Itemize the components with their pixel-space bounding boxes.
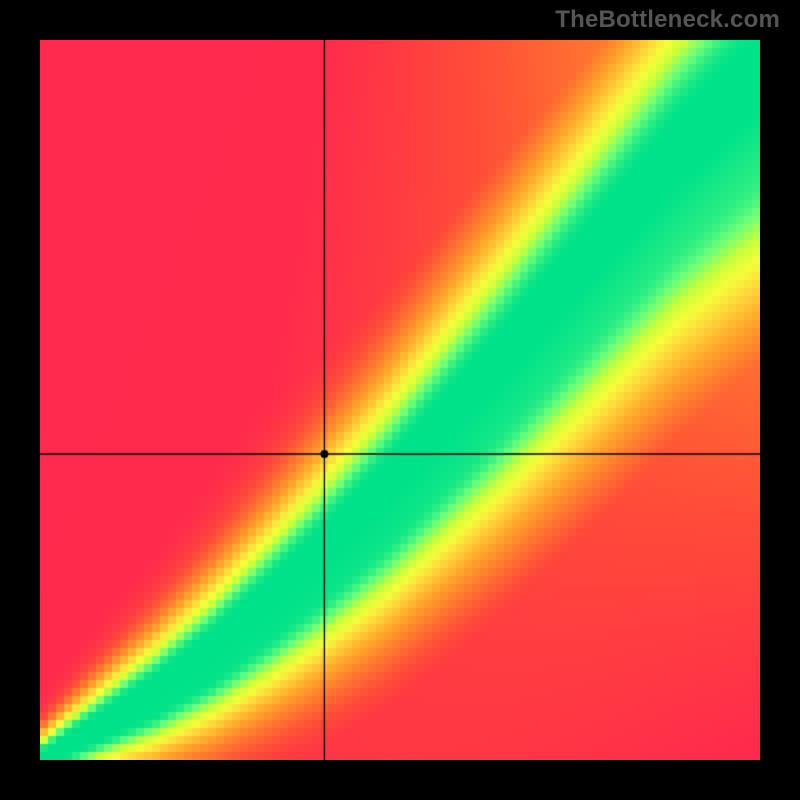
watermark-text: TheBottleneck.com <box>555 6 780 34</box>
chart-frame: TheBottleneck.com <box>0 0 800 800</box>
bottleneck-heatmap <box>40 40 760 760</box>
